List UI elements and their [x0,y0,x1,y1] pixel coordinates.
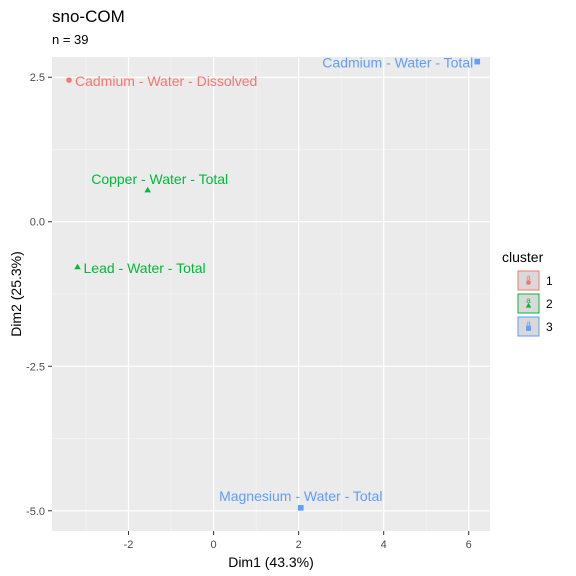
x-tick-label: 4 [381,539,387,551]
legend-label: 3 [546,320,553,334]
legend-key-letter: a [526,296,531,305]
point-label: Cadmium - Water - Total [322,55,473,71]
points [66,58,481,511]
grid-minor [52,57,490,531]
legend-label: 1 [546,274,553,288]
y-tick-label: 0.0 [30,217,45,229]
legend: cluster a 1a 2a 3 [502,249,553,337]
y-tick-label: -2.5 [26,361,45,373]
legend-key-glyph [526,326,531,331]
x-tick-label: 6 [466,539,472,551]
point-label: Magnesium - Water - Total [219,488,382,504]
x-axis-ticks: -2 0 2 4 6 [124,531,472,551]
legend-label: 2 [546,297,553,311]
y-axis-ticks: 2.5 0.0 -2.5 -5.0 [26,72,52,518]
legend-title: cluster [502,249,544,265]
x-axis-label: Dim1 (43.3%) [228,554,314,570]
data-point [144,186,151,193]
x-tick-label: 2 [296,539,302,551]
chart-subtitle: n = 39 [52,32,89,47]
data-point [74,263,81,270]
chart-title: sno-COM [52,7,125,26]
grid-major [52,57,490,531]
y-tick-label: 2.5 [30,72,45,84]
x-tick-label: 0 [211,539,217,551]
data-point [66,77,72,83]
point-label: Lead - Water - Total [84,260,206,276]
point-label: Cadmium - Water - Dissolved [75,73,257,89]
y-axis-label: Dim2 (25.3%) [8,251,24,337]
legend-key-glyph [525,302,532,308]
data-point [297,505,304,511]
x-tick-label: -2 [124,539,134,551]
legend-key-glyph [526,280,531,285]
y-tick-label: -5.0 [26,506,45,518]
legend-key-letter: a [526,273,531,282]
point-label: Copper - Water - Total [91,171,228,187]
data-point [474,58,481,65]
point-labels: Cadmium - Water - Dissolved Copper - Wate… [75,55,473,504]
legend-key-letter: a [526,319,531,328]
